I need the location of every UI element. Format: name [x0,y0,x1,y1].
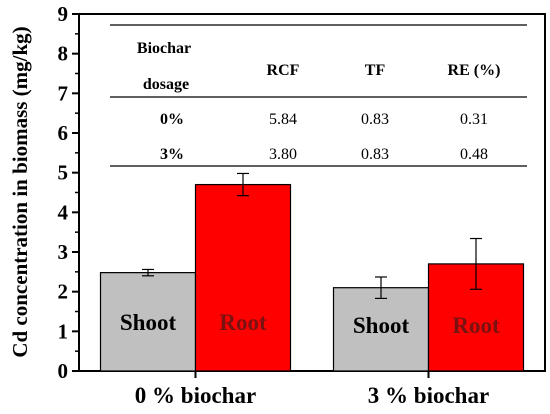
table-row-1-re: 0.48 [460,146,488,163]
y-tick-label: 7 [58,81,69,105]
table-row-1-dosage: 3% [160,146,184,163]
bar-shoot-1 [332,287,430,372]
table-header-dosage-line1: Biochar [137,40,191,57]
table-header-re: RE (%) [448,62,501,79]
error-bars [142,172,482,300]
table-row-0-re: 0.31 [460,111,488,128]
y-tick-label: 3 [58,240,69,264]
y-tick-label: 2 [58,280,69,304]
y-tick-label: 1 [58,319,69,343]
y-tick-label: 0 [58,359,69,383]
bars [99,183,525,372]
bar-label-shoot: Shoot [353,313,410,338]
bar-label-root: Root [219,310,267,335]
bar-label-root: Root [452,313,500,338]
table-header-dosage-line2: dosage [143,76,189,93]
table-row-0-rcf: 5.84 [269,111,297,128]
table-row-1-rcf: 3.80 [269,146,297,163]
x-axis-categories: 0 % biochar 3 % biochar [135,371,489,408]
x-category-label: 0 % biochar [135,383,256,408]
y-axis-label: Cd concentration in biomass (mg/kg) [8,26,32,357]
y-tick-label: 9 [58,2,69,26]
bar-labels: Shoot Root Shoot Root [120,310,500,338]
table-header-tf: TF [365,62,386,79]
table-row-1-tf: 0.83 [361,146,389,163]
table-row-0-tf: 0.83 [361,111,389,128]
bar-shoot-0 [99,272,197,372]
table-row-0-dosage: 0% [160,111,184,128]
bar-root-0 [194,183,292,372]
y-tick-label: 4 [58,200,69,224]
y-tick-label: 8 [58,42,69,66]
x-category-label: 3 % biochar [368,383,489,408]
y-axis-ticks: 0 1 2 3 4 5 6 7 8 9 [58,2,79,383]
y-tick-label: 6 [58,121,69,145]
table-header-rcf: RCF [267,62,300,79]
bar-label-shoot: Shoot [120,310,177,335]
inset-table: Biochar dosage RCF TF RE (%) 0% 5.84 0.8… [110,24,527,167]
y-tick-label: 5 [58,161,69,185]
